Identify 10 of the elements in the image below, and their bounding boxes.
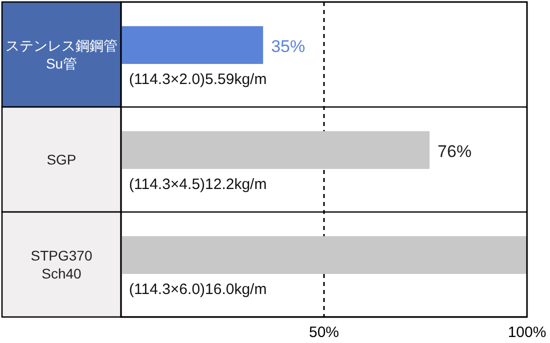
x-tick-label: 100%	[508, 324, 546, 341]
annotation: (114.3×2.0)5.59kg/m	[129, 70, 267, 88]
annotation: (114.3×6.0)16.0kg/m	[129, 280, 267, 298]
y-tick-label: STPG370 Sch40	[30, 248, 92, 282]
x-tick-label: 50%	[308, 324, 340, 341]
data-label: 76%	[438, 142, 472, 162]
y-tick-label: SGP	[46, 152, 76, 168]
data-label: 35%	[271, 37, 306, 56]
annotation: (114.3×4.5)12.2kg/m	[129, 176, 267, 193]
y-tick-label: ステンレス鋼鋼管 Su管	[6, 38, 118, 72]
